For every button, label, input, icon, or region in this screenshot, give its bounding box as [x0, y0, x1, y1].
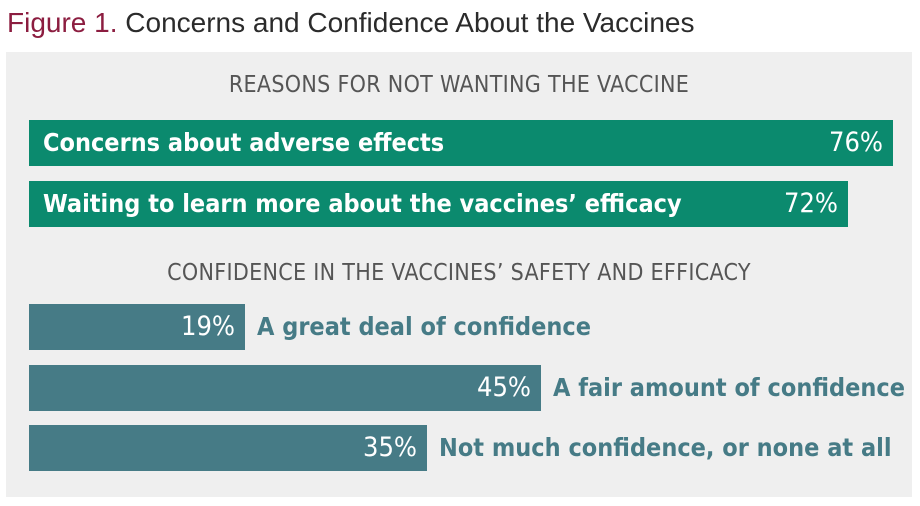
chart-panel: REASONS FOR NOT WANTING THE VACCINE 76% C… [6, 52, 912, 497]
bar-value-label: 35% [363, 432, 417, 463]
bar-reason-2: 72% Waiting to learn more about the vacci… [29, 181, 848, 227]
bar-category-label: Waiting to learn more about the vaccines… [43, 189, 682, 218]
bar-confidence-3: 35% [29, 425, 427, 471]
figure-number: Figure 1. [7, 7, 118, 38]
bar-value-label: 76% [829, 127, 883, 158]
bar-category-label: A great deal of confidence [257, 312, 591, 341]
figure-title-text: Concerns and Confidence About the Vaccin… [125, 7, 695, 38]
bar-category-label: Not much confidence, or none at all [439, 433, 892, 462]
section-title-confidence: CONFIDENCE IN THE VACCINES’ SAFETY AND E… [167, 260, 751, 286]
bar-confidence-2: 45% [29, 365, 541, 411]
bar-category-label: A fair amount of confidence [553, 373, 905, 402]
bar-confidence-1: 19% [29, 304, 245, 350]
bar-value-label: 72% [784, 188, 838, 219]
bar-value-label: 19% [181, 311, 235, 342]
bar-value-label: 45% [477, 372, 531, 403]
bar-category-label: Concerns about adverse effects [43, 128, 445, 157]
figure-title: Figure 1. Concerns and Confidence About … [7, 6, 694, 40]
bar-reason-1: 76% Concerns about adverse effects [29, 120, 893, 166]
section-title-reasons: REASONS FOR NOT WANTING THE VACCINE [228, 72, 690, 98]
